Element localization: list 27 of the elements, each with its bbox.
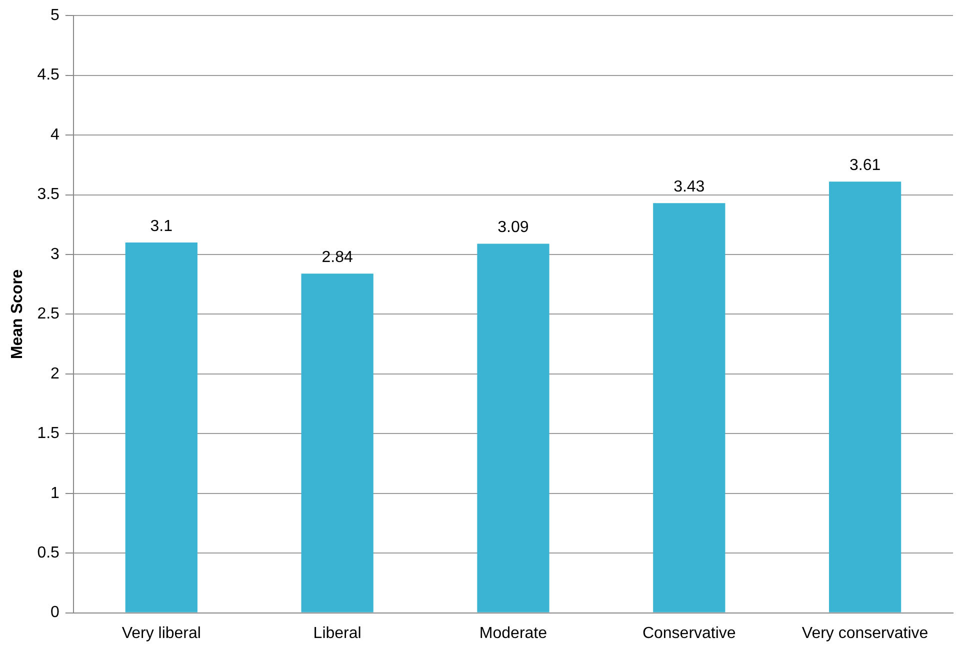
y-tick-label: 1	[50, 484, 60, 502]
bar	[477, 244, 550, 612]
x-tick-label: Moderate	[479, 624, 548, 642]
y-tick-label: 3	[50, 246, 60, 263]
y-tick-label: 2.5	[37, 306, 60, 323]
y-tick-label: 2	[50, 365, 60, 382]
y-tick-label: 0	[50, 604, 60, 622]
y-tick-label: 4.5	[37, 66, 60, 84]
y-tick-label: 0.5	[37, 544, 60, 562]
data-label: 3.1	[150, 218, 173, 235]
y-tick-label: 1.5	[37, 425, 60, 442]
data-label: 3.09	[498, 219, 529, 236]
y-tick-label: 5	[50, 7, 60, 24]
bar	[301, 274, 374, 612]
data-label: 2.84	[322, 248, 353, 266]
x-tick-label: Very liberal	[122, 624, 201, 642]
y-axis-title: Mean Score	[9, 269, 26, 360]
data-label: 3.61	[849, 157, 881, 174]
data-label: 3.43	[674, 178, 705, 196]
y-tick-label: 3.5	[37, 186, 60, 204]
x-tick-label: Liberal	[313, 624, 362, 642]
bar	[125, 242, 198, 612]
x-tick-label: Very conservative	[802, 624, 928, 642]
x-tick-label: Conservative	[642, 624, 736, 642]
bar	[828, 182, 902, 612]
y-tick-label: 4	[50, 126, 60, 144]
bar	[653, 203, 726, 612]
